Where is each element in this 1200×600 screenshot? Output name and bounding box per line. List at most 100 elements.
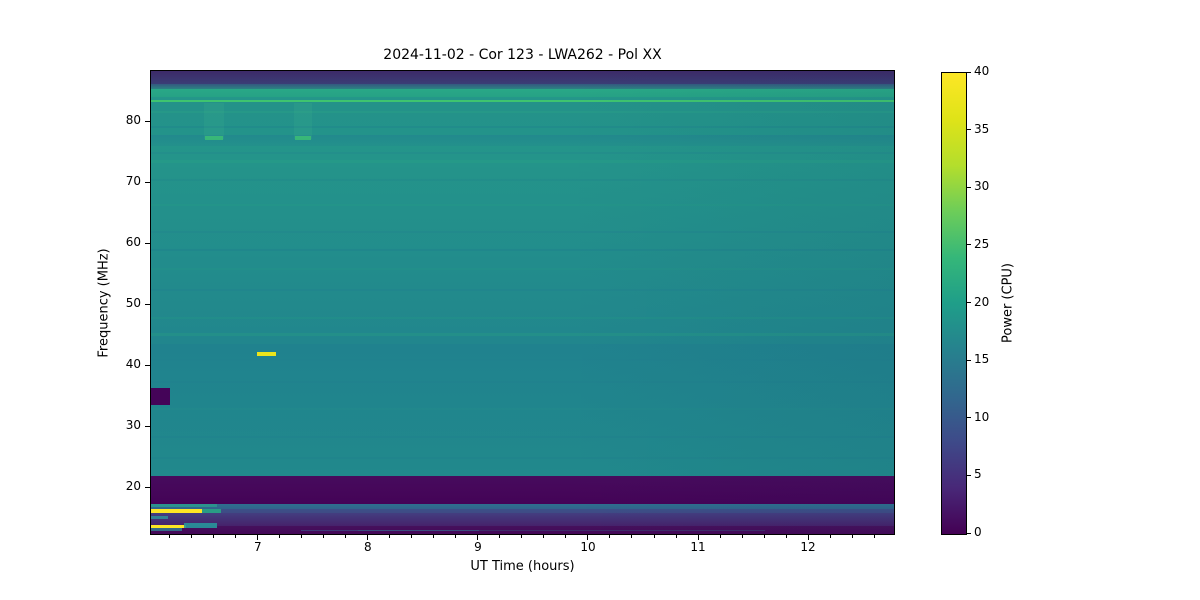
freq-band-blue-16 [151,509,894,515]
y-axis-label: Frequency (MHz) [96,247,112,358]
feature-rfi-blob-35mhz [151,388,170,405]
body-stripe-8 [151,267,894,270]
freq-band-green-stripe-85 [151,89,894,99]
x-minor-tick [455,535,457,538]
freq-band-teal-76-78 [151,135,894,147]
right-shade-overlay [151,71,894,534]
colorbar-tick [967,359,971,361]
x-minor-tick [279,535,281,538]
body-stripe-15 [151,435,894,438]
y-tick-label: 30 [125,418,141,433]
colorbar-tick-label: 30 [974,179,990,194]
colorbar-tick-label: 20 [974,294,990,309]
x-minor-tick [741,535,743,538]
y-tick-label: 20 [125,479,141,494]
colorbar-tick-label: 25 [974,236,990,251]
body-stripe-13 [151,380,894,383]
feature-teal-block-14mhz [184,523,217,528]
y-tick-label: 40 [125,357,141,372]
colorbar-tick [967,302,971,303]
colorbar-tick-label: 35 [974,121,990,136]
x-tick-label: 9 [474,540,482,554]
x-minor-tick [609,535,611,538]
colorbar-tick [967,129,971,131]
chart-title: 2024-11-02 - Cor 123 - LWA262 - Pol XX [383,47,662,63]
spectrogram-plot [150,70,895,535]
x-tick-label: 10 [580,540,596,554]
body-stripe-10 [151,316,894,319]
body-stripe-2 [151,151,894,154]
x-axis-label: UT Time (hours) [470,559,575,574]
colorbar [941,72,967,535]
freq-band-purple-14-16 [151,513,894,527]
body-stripe-0 [151,111,894,114]
x-minor-tick [389,535,391,538]
body-stripe-6 [151,231,894,234]
y-major-tick [145,364,150,366]
feature-streak-2-dash-76mhz [295,136,311,140]
x-minor-tick [213,535,215,538]
feature-streak-1-dash-76mhz [204,136,223,140]
colorbar-tick-label: 0 [974,525,982,539]
freq-band-top-transition [151,84,894,91]
x-minor-tick [499,535,501,538]
x-minor-tick [873,535,875,538]
x-major-tick [587,535,589,540]
feature-faint-line-13mhz [300,529,479,532]
feature-vertical-streak-2 [294,102,312,139]
x-major-tick [697,535,699,540]
y-major-tick [145,181,150,183]
freq-band-dark-rfi-band-18-22 [151,476,894,505]
x-major-tick [477,535,479,540]
body-stripe-9 [151,289,894,292]
x-minor-tick [829,535,831,538]
x-minor-tick [565,535,567,538]
body-stripe-12 [151,359,894,362]
colorbar-tick-label: 5 [974,467,982,482]
colorbar-tick-label: 10 [974,409,990,424]
colorbar-label: Power (CPU) [1000,262,1016,343]
freq-band-teal-78-83 [151,102,894,136]
feature-yellow-rfi-line-13.7mhz [151,525,187,529]
feature-teal-ext-16mhz [201,509,222,513]
x-tick-label: 12 [800,540,816,554]
y-major-tick [145,242,150,244]
body-stripe-3 [151,159,894,163]
colorbar-tick [967,186,971,188]
freq-band-teal-84 [151,97,894,101]
freq-band-blue-stripe-17 [151,503,894,511]
x-minor-tick [169,535,171,538]
freq-band-main-body-44-76 [151,146,894,346]
x-minor-tick [345,535,347,538]
y-tick-label: 60 [125,235,141,250]
body-stripe-1 [151,126,894,129]
freq-band-bottom-dark [151,525,894,534]
body-stripe-4 [151,178,894,181]
colorbar-tick-label: 40 [974,64,990,78]
y-tick-label: 70 [125,174,141,189]
x-minor-tick [653,535,655,538]
x-tick-label: 7 [254,540,262,554]
y-major-tick [145,425,150,427]
x-tick-label: 11 [690,540,706,554]
x-major-tick [257,535,259,540]
x-minor-tick [543,535,545,538]
body-stripe-5 [151,203,894,206]
freq-band-lower-body-22-44 [151,344,894,477]
feature-teal-segment-below-band [151,503,218,507]
feature-faint-line-13mhz-ext [357,529,766,532]
x-minor-tick [411,535,413,538]
x-minor-tick [521,535,523,538]
feature-burst-dash-42mhz [256,352,277,356]
y-major-tick [145,486,150,488]
feature-teal-dash-13.2mhz [151,528,182,532]
body-stripe-11 [151,333,894,337]
y-major-tick [145,303,150,305]
colorbar-tick [967,244,971,246]
x-minor-tick [785,535,787,538]
colorbar-tick [967,474,971,476]
x-minor-tick [763,535,765,538]
x-minor-tick [323,535,325,538]
x-minor-tick [851,535,853,538]
